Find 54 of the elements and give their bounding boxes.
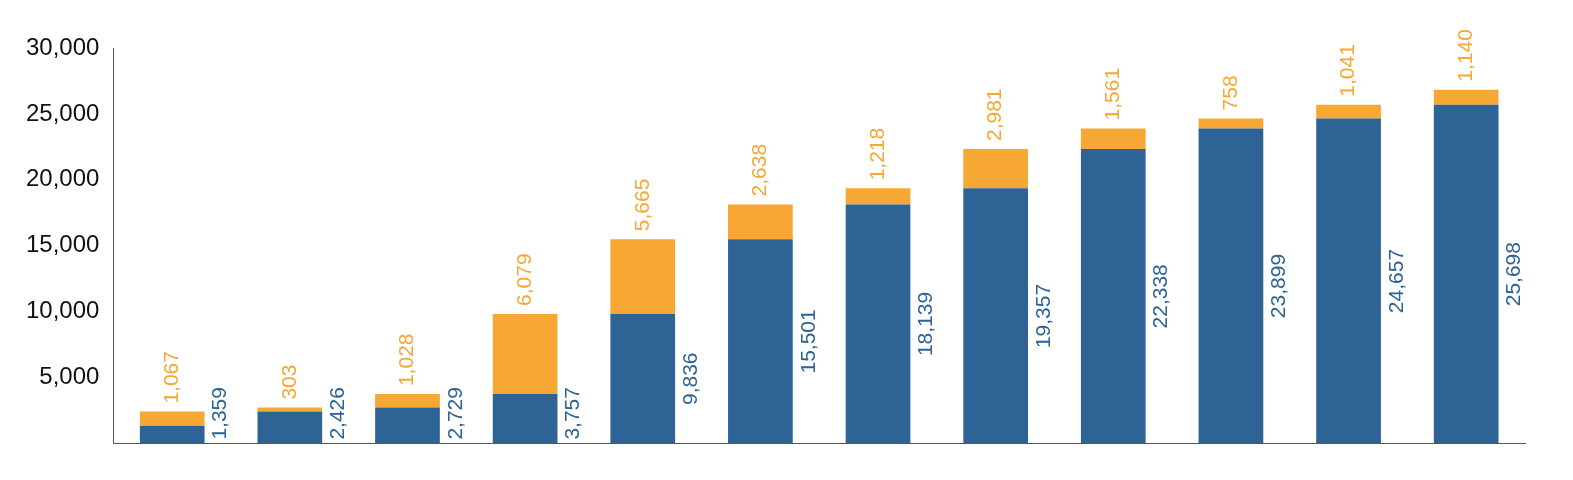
data-label: 1,041 [1335, 44, 1359, 97]
data-label: 2,426 [325, 387, 348, 440]
bar [1080, 149, 1146, 444]
bar [845, 204, 911, 444]
data-label: 1,561 [1100, 67, 1124, 121]
data-label: 24,657 [1383, 248, 1407, 314]
data-label: 1,067 [159, 351, 183, 404]
data-label: 2,729 [442, 387, 466, 440]
bar [1198, 118, 1264, 129]
data-label: 18,139 [913, 291, 937, 357]
bar [963, 188, 1028, 444]
bar [728, 239, 793, 444]
y-tick-label: 30,000 [26, 32, 100, 60]
bar [610, 239, 676, 314]
data-label: 25,698 [1501, 242, 1525, 307]
bar [1316, 104, 1381, 119]
bar [610, 313, 676, 444]
y-tick-label: 20,000 [26, 164, 100, 192]
bar [492, 313, 558, 395]
y-tick-label: 5,000 [39, 362, 100, 390]
data-label: 1,359 [207, 387, 231, 440]
data-label: 3,757 [560, 387, 584, 440]
bar [257, 407, 323, 412]
bar [1198, 128, 1264, 444]
y-tick-label: 25,000 [26, 98, 100, 126]
bar [139, 411, 205, 426]
data-label: 23,899 [1266, 253, 1290, 319]
y-tick-label: 10,000 [26, 296, 100, 324]
bar [845, 188, 911, 205]
bar [257, 411, 323, 444]
data-label: 19,357 [1030, 283, 1054, 349]
data-label: 1,218 [864, 127, 888, 181]
bar [1433, 104, 1499, 444]
data-label: 5,665 [629, 178, 653, 232]
bar [139, 425, 205, 444]
bar [492, 394, 558, 444]
data-label: 1,140 [1452, 29, 1476, 82]
data-label: 9,836 [677, 352, 701, 406]
data-label: 1,028 [394, 333, 418, 387]
y-tick-label: 15,000 [26, 230, 100, 258]
bar [1433, 89, 1499, 105]
data-label: 2,638 [747, 143, 771, 197]
data-label: 758 [1217, 75, 1241, 111]
data-label: 6,079 [511, 253, 535, 306]
data-label: 2,981 [982, 88, 1006, 142]
data-label: 303 [276, 364, 300, 400]
data-label: 22,338 [1148, 264, 1172, 329]
bar [375, 394, 440, 408]
bar [375, 407, 440, 444]
bar [963, 149, 1028, 189]
bar [1080, 128, 1146, 150]
bar [728, 204, 793, 240]
bar [1316, 118, 1381, 444]
data-label: 15,501 [795, 309, 819, 374]
